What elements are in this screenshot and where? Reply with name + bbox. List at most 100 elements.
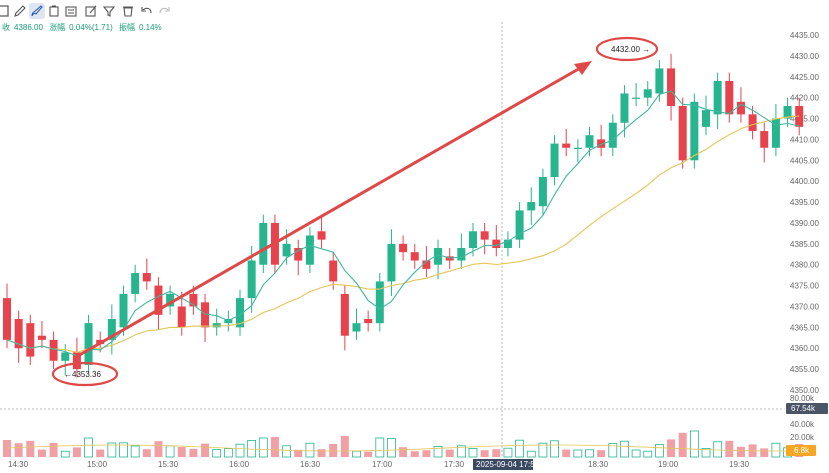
candle-up (107, 319, 116, 340)
trend-arrow-head (574, 61, 592, 75)
volume-bar-down (189, 448, 198, 457)
trend-arrow[interactable] (75, 65, 583, 359)
candle-down (142, 273, 151, 282)
price-tick-label: 4430.00 (790, 52, 819, 61)
volume-bar-down (562, 449, 571, 457)
volume-bar-up (282, 445, 292, 458)
amplitude-label: 振幅 (118, 23, 135, 32)
volume-bar-down (177, 447, 186, 457)
volume-bar-up (212, 449, 222, 458)
candle-up (282, 243, 291, 257)
brush-tool-button[interactable] (29, 3, 45, 19)
volume-bar-down (317, 449, 326, 457)
volume-bar-up (573, 449, 583, 458)
candle-down (492, 239, 501, 248)
pencil-tool-button[interactable] (12, 3, 28, 19)
candle-down (49, 339, 58, 361)
high-price-label: 4432.00 → (611, 45, 650, 54)
volume-bar-down (399, 447, 408, 457)
volume-bar-down (480, 450, 489, 457)
volume-bar-up (375, 437, 385, 458)
volume-bar-up (620, 440, 629, 458)
price-tick-label: 4385.00 (790, 240, 819, 249)
volume-bar-up (538, 442, 548, 458)
price-tick-label: 4420.00 (790, 94, 819, 103)
price-tick-label: 4405.00 (790, 156, 819, 165)
clipboard-tool-button[interactable] (63, 3, 79, 19)
volume-bar-up (235, 443, 245, 458)
candle-up (131, 273, 140, 294)
candle-up (632, 97, 641, 99)
time-tick-label: 18:30 (588, 460, 609, 469)
price-tick-label: 4360.00 (790, 344, 819, 353)
candle-down (177, 306, 186, 328)
square-tool-button[interactable] (0, 3, 11, 19)
price-tick-label: 4375.00 (790, 282, 819, 291)
candle-down (201, 302, 210, 328)
volume-bar-up (119, 442, 128, 458)
filter-tool-button[interactable] (101, 3, 117, 19)
volume-bar-up (130, 445, 140, 458)
text-icon (49, 5, 59, 17)
candle-up (61, 352, 70, 361)
change-label: 涨幅 (49, 23, 66, 32)
candle-up (247, 260, 256, 299)
price-tick-label: 4370.00 (790, 302, 819, 311)
time-tick-label: 16:00 (229, 460, 250, 469)
volume-bar-down (96, 449, 105, 457)
volume-bar-down (26, 440, 35, 457)
volume-bar-up (223, 448, 233, 458)
trash-tool-button[interactable] (120, 3, 136, 19)
current-bar-volume-badge (786, 445, 816, 456)
low-circle[interactable] (51, 361, 119, 387)
volume-tick-label: 20.00k (790, 433, 815, 442)
volume-bar-up (60, 450, 70, 458)
candle-down (399, 243, 408, 253)
brush-icon (31, 5, 43, 17)
edit-tool-button[interactable] (83, 3, 99, 19)
high-circle[interactable] (595, 36, 659, 62)
volume-bar-down (154, 441, 163, 457)
undo-tool-button[interactable] (138, 3, 154, 19)
candle-down (154, 285, 163, 315)
candle-up (84, 323, 93, 365)
volume-bar-down (597, 450, 606, 457)
volume-bar-up (526, 450, 536, 458)
volume-tick-label: 40.00k (790, 420, 815, 429)
redo-tool-button[interactable] (157, 3, 173, 19)
time-tick-label: 17:00 (372, 460, 393, 469)
close-value: 4386.00 (14, 23, 43, 32)
current-bar-volume-value: 6.8k (794, 446, 810, 455)
candle-down (480, 231, 489, 240)
volume-bar-up (631, 449, 641, 458)
volume-bar-up (550, 440, 559, 458)
volume-bar-down (492, 449, 501, 457)
candle-down (329, 260, 338, 282)
volume-bar-down (37, 449, 46, 457)
candle-down (37, 335, 46, 340)
volume-bar-down (725, 440, 734, 457)
candle-up (434, 248, 443, 265)
volume-bar-up (456, 445, 466, 458)
candle-up (783, 106, 792, 119)
volume-bar-down (760, 448, 769, 457)
candle-down (597, 139, 606, 148)
price-tick-label: 4365.00 (790, 323, 819, 332)
candle-up (515, 210, 524, 240)
candle-down (26, 323, 35, 357)
candle-down (294, 248, 303, 261)
price-tick-label: 4395.00 (790, 198, 819, 207)
text-tool-button[interactable] (46, 3, 62, 19)
candle-down (562, 143, 571, 148)
candle-up (585, 135, 594, 148)
volume-bar-up (352, 450, 361, 458)
candle-down (72, 352, 81, 370)
volume-bar-up (689, 430, 699, 458)
candle-down (725, 80, 734, 115)
price-tick-label: 4415.00 (790, 115, 819, 124)
time-tick-label: 14:30 (8, 460, 29, 469)
volume-bar-down (72, 447, 81, 457)
candle-up (457, 248, 466, 261)
candle-up (702, 110, 710, 127)
